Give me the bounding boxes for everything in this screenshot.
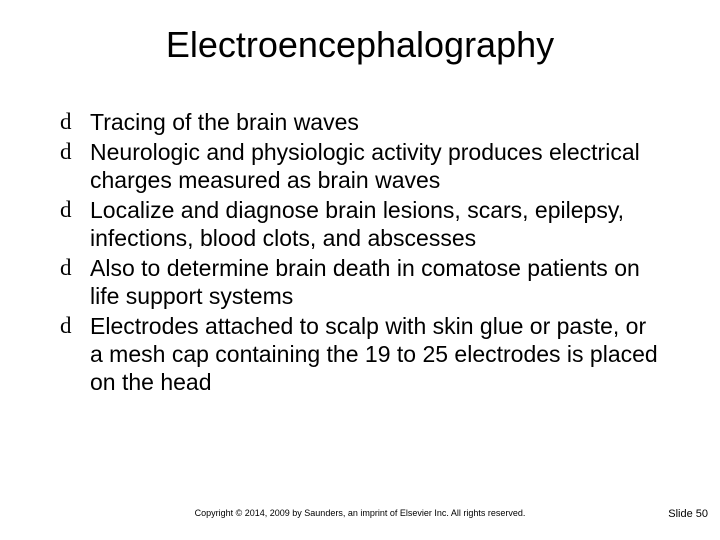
bullet-icon: d	[60, 196, 72, 224]
copyright-text: Copyright © 2014, 2009 by Saunders, an i…	[0, 508, 720, 518]
bullet-list: d Tracing of the brain waves d Neurologi…	[54, 108, 664, 396]
bullet-icon: d	[60, 108, 72, 136]
bullet-icon: d	[60, 138, 72, 166]
list-item: d Tracing of the brain waves	[54, 108, 664, 136]
list-item: d Electrodes attached to scalp with skin…	[54, 312, 664, 396]
list-item: d Also to determine brain death in comat…	[54, 254, 664, 310]
slide: Electroencephalography d Tracing of the …	[0, 0, 720, 540]
bullet-text: Neurologic and physiologic activity prod…	[90, 139, 640, 193]
bullet-icon: d	[60, 312, 72, 340]
bullet-text: Tracing of the brain waves	[90, 109, 359, 135]
bullet-text: Also to determine brain death in comatos…	[90, 255, 640, 309]
slide-number: Slide 50	[668, 508, 708, 520]
slide-title: Electroencephalography	[0, 24, 720, 66]
bullet-text: Localize and diagnose brain lesions, sca…	[90, 197, 624, 251]
slide-body: d Tracing of the brain waves d Neurologi…	[54, 108, 664, 398]
bullet-text: Electrodes attached to scalp with skin g…	[90, 313, 658, 395]
bullet-icon: d	[60, 254, 72, 282]
list-item: d Localize and diagnose brain lesions, s…	[54, 196, 664, 252]
list-item: d Neurologic and physiologic activity pr…	[54, 138, 664, 194]
